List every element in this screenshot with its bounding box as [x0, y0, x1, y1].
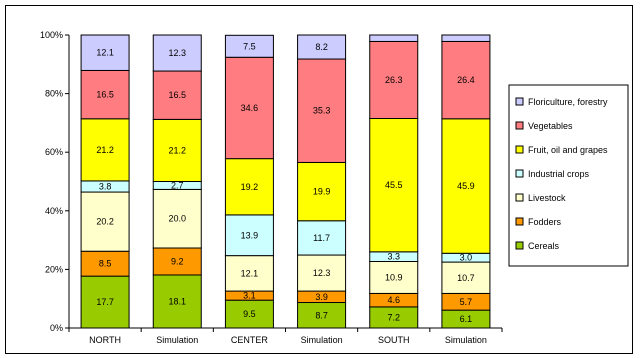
bar-segment — [224, 214, 274, 257]
data-label: 21.2 — [96, 145, 114, 155]
bar-segment — [152, 188, 202, 249]
data-label: 35.3 — [313, 106, 331, 116]
data-label: 9.5 — [243, 309, 256, 319]
bar-segment — [297, 161, 347, 222]
legend-swatch — [515, 121, 524, 130]
bar-segment — [152, 247, 202, 276]
bar-segment — [152, 118, 202, 183]
data-label: 3.1 — [243, 291, 256, 301]
data-label: 3.3 — [387, 252, 400, 262]
legend-label: Floriculture, forestry — [528, 97, 608, 107]
bar-segment — [369, 260, 419, 294]
data-label: 19.9 — [313, 187, 331, 197]
legend-swatch — [515, 97, 524, 106]
legend: Floriculture, forestry Vegetables Fruit, o… — [508, 84, 629, 267]
legend-label: Livestock — [528, 193, 566, 203]
data-label: 5.7 — [460, 297, 473, 307]
legend-swatch — [515, 169, 524, 178]
x-tick-label: Simulation — [445, 335, 487, 345]
data-label: 13.9 — [241, 230, 259, 240]
data-label: 20.0 — [168, 214, 186, 224]
data-label: 2.7 — [171, 180, 184, 190]
bar-segment — [369, 40, 419, 120]
bar-segment — [224, 34, 274, 58]
legend-swatch — [515, 145, 524, 154]
x-tick-label: CENTER — [231, 335, 269, 345]
legend-label: Fruit, oil and grapes — [528, 145, 608, 155]
stacked-bar-chart: 0% 20% 40% 60% 80% 100% 17.7 8.5 20.2 3.8 21.2 16.5… — [40, 30, 629, 345]
bar-segment — [80, 275, 130, 329]
bar-segment — [441, 118, 491, 254]
data-label: 12.1 — [96, 48, 114, 58]
bar-segment — [441, 40, 491, 120]
data-label: 6.1 — [460, 314, 473, 324]
data-label: 17.7 — [96, 297, 114, 307]
legend-label: Industrial crops — [528, 169, 590, 179]
data-label: 21.2 — [168, 145, 186, 155]
bar-segment — [369, 34, 419, 42]
bar-segment — [441, 261, 491, 294]
data-label: 12.1 — [241, 268, 259, 278]
x-tick-label: NORTH — [89, 335, 121, 345]
y-tick-label: 20% — [45, 264, 63, 274]
data-label: 26.3 — [385, 75, 403, 85]
x-tick-label: Simulation — [156, 335, 198, 345]
data-label: 20.2 — [96, 217, 114, 227]
data-label: 18.1 — [168, 296, 186, 306]
data-label: 8.5 — [99, 259, 112, 269]
data-label: 45.5 — [385, 180, 403, 190]
data-label: 45.9 — [457, 181, 475, 191]
bar-segment — [152, 34, 202, 72]
bar-segment — [297, 58, 347, 163]
legend-label: Fodders — [528, 217, 562, 227]
bar-segment — [297, 254, 347, 292]
y-tick-label: 0% — [50, 323, 63, 333]
bar-segment — [441, 34, 491, 42]
data-label: 16.5 — [168, 90, 186, 100]
data-label: 3.9 — [315, 292, 328, 302]
plot-area: 0% 20% 40% 60% 80% 100% 17.7 8.5 20.2 3.8 21.2 16.5… — [40, 30, 503, 345]
legend-box — [508, 84, 629, 267]
bar-segment — [152, 70, 202, 120]
data-label: 11.7 — [313, 233, 330, 243]
x-tick-label: Simulation — [301, 335, 343, 345]
legend-label: Vegetables — [528, 121, 573, 131]
chart-frame: 0% 20% 40% 60% 80% 100% 17.7 8.5 20.2 3.8 21.2 16.5… — [5, 5, 633, 354]
y-tick-label: 60% — [45, 147, 63, 157]
data-label: 10.7 — [457, 273, 475, 283]
data-label: 8.7 — [315, 310, 328, 320]
bar-segment — [224, 158, 274, 216]
y-tick-label: 100% — [40, 30, 63, 40]
data-label: 16.5 — [96, 90, 114, 100]
bar-segment — [80, 191, 130, 252]
data-label: 34.6 — [241, 103, 259, 113]
data-label: 7.2 — [387, 312, 400, 322]
bar-segment — [80, 34, 130, 71]
data-label: 7.5 — [243, 41, 256, 51]
data-label: 4.6 — [387, 295, 400, 305]
legend-swatch — [515, 217, 524, 226]
data-label: 12.3 — [168, 48, 186, 58]
data-label: 3.0 — [460, 253, 473, 263]
data-label: 3.8 — [99, 181, 112, 191]
bar-segment — [297, 302, 347, 329]
data-label: 8.2 — [315, 42, 328, 52]
bar-segment — [152, 274, 202, 329]
bar-segment — [369, 118, 419, 253]
legend-swatch — [515, 241, 524, 250]
bar-segment — [224, 255, 274, 292]
data-label: 9.2 — [171, 256, 184, 266]
data-label: 26.4 — [457, 75, 475, 85]
y-tick-label: 80% — [45, 89, 63, 99]
data-label: 19.2 — [241, 182, 259, 192]
legend-label: Cereals — [528, 241, 560, 251]
bar-segment — [297, 220, 347, 256]
data-label: 10.9 — [385, 272, 403, 282]
data-label: 12.3 — [313, 268, 331, 278]
legend-swatch — [515, 193, 524, 202]
y-tick-label: 40% — [45, 206, 63, 216]
x-tick-label: SOUTH — [378, 335, 410, 345]
bar-segment — [297, 34, 347, 60]
